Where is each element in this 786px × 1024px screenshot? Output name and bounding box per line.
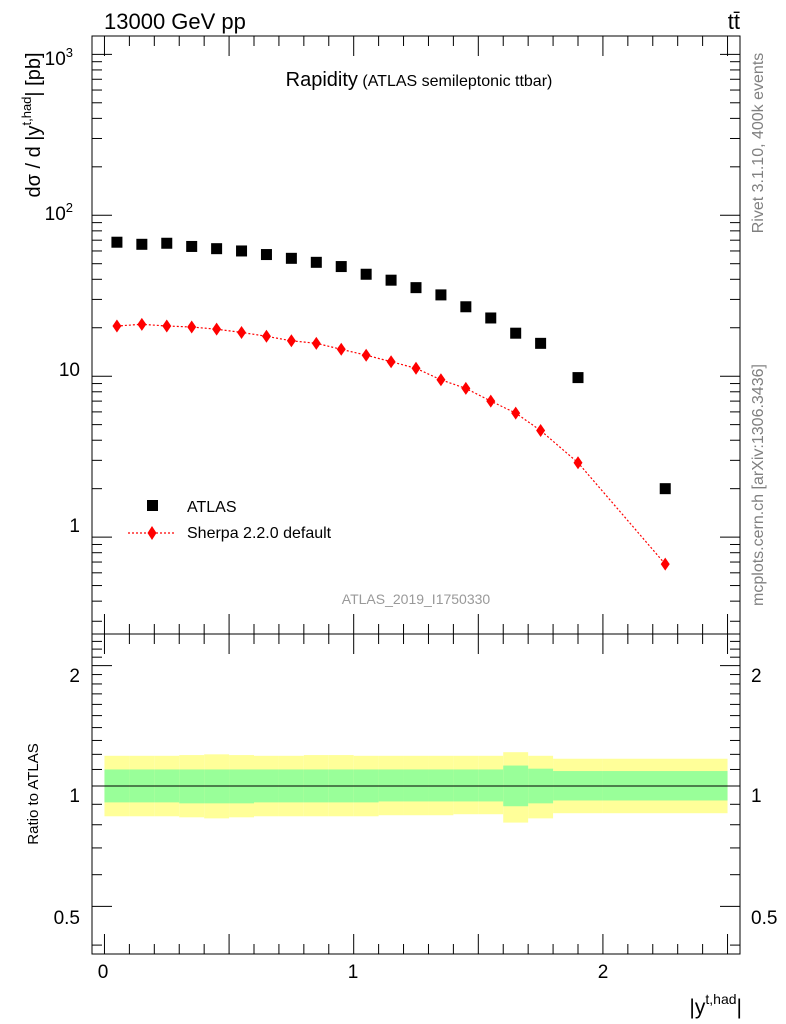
main-ytick-label: 103 [45, 45, 73, 70]
ratio-ytick-label-right: 1 [751, 786, 762, 807]
ratio-ytick-label-right: 0.5 [751, 908, 777, 929]
atlas-point [485, 312, 497, 324]
legend-atlas-marker [147, 500, 158, 511]
main-ylabel: dσ / d |yt,had| [pb] [19, 52, 45, 197]
main-ylabel-suffix: | [pb] [23, 52, 45, 96]
sherpa-point [162, 319, 172, 333]
xtick-label: 2 [598, 962, 609, 983]
sherpa-point [286, 334, 296, 348]
main-plot-marks [111, 236, 671, 571]
sherpa-line [116, 323, 666, 565]
ratio-ytick-label: 0.5 [54, 908, 80, 929]
sherpa-point [261, 329, 271, 343]
sherpa-point [461, 381, 471, 395]
sherpa-point [336, 342, 346, 356]
atlas-point [211, 243, 223, 255]
atlas-point [460, 301, 472, 313]
main-plot-ticks [92, 36, 740, 634]
sherpa-point [660, 557, 670, 571]
main-ytick-label: 1 [69, 516, 80, 537]
sherpa-point [137, 317, 147, 331]
rivet-label: Rivet 3.1.10, 400k events [750, 53, 767, 234]
legend-sherpa-marker [147, 526, 157, 540]
legend-sherpa-label: Sherpa 2.2.0 default [187, 525, 332, 542]
legend: ATLAS Sherpa 2.2.0 default [128, 499, 332, 542]
atlas-point [136, 238, 148, 250]
sherpa-point [536, 423, 546, 437]
xtick-label: 1 [348, 962, 359, 983]
sherpa-point [573, 456, 583, 470]
ratio-ytick-label: 1 [69, 786, 80, 807]
xaxis-label-end: | [737, 996, 742, 1019]
ratio-plot: Ratio to ATLAS 0.5 1 2 0.5 1 2 0 1 2 |yt… [25, 633, 777, 1019]
main-ylabel-prefix: dσ / d |y [23, 126, 45, 198]
analysis-id: ATLAS_2019_I1750330 [342, 591, 491, 607]
atlas-point [360, 268, 372, 280]
sherpa-point [361, 348, 371, 362]
legend-atlas-label: ATLAS [187, 499, 237, 516]
sherpa-point [311, 336, 321, 350]
band-inner-bin [403, 769, 429, 802]
atlas-point [310, 256, 322, 268]
xaxis-label-sup: t,had [705, 991, 736, 1007]
sherpa-point [386, 355, 396, 369]
atlas-point [111, 236, 123, 248]
main-plot-frame [91, 35, 741, 635]
band-inner-bin [453, 769, 479, 802]
atlas-point [161, 237, 173, 249]
atlas-point [572, 372, 584, 384]
sherpa-point [237, 325, 247, 339]
main-ylabel-sup: t,had [19, 97, 34, 126]
main-ytick-label: 10 [59, 360, 80, 381]
sherpa-point [212, 322, 222, 336]
sherpa-point [112, 319, 122, 333]
plot-title: Rapidity (ATLAS semileptonic ttbar) [286, 69, 553, 91]
atlas-point [410, 282, 422, 294]
band-inner-bin [428, 769, 454, 802]
sherpa-point [187, 320, 197, 334]
atlas-point [335, 261, 347, 273]
ratio-plot-marks [104, 752, 728, 823]
ratio-plot-frame [91, 633, 741, 955]
xaxis-label-base: |y [689, 996, 705, 1019]
atlas-point [385, 274, 397, 286]
band-inner-bin [478, 769, 504, 802]
atlas-point [435, 289, 447, 301]
main-plot: Rapidity (ATLAS semileptonic ttbar) ATLA… [19, 35, 741, 635]
plot-title-main: Rapidity [286, 69, 358, 91]
atlas-point [659, 483, 671, 495]
band-inner-bin [378, 769, 404, 802]
atlas-point [535, 337, 547, 349]
mcplots-label: mcplots.cern.ch [arXiv:1306.3436] [750, 364, 767, 606]
ratio-ylabel: Ratio to ATLAS [25, 743, 42, 844]
sherpa-point [436, 373, 446, 387]
header-right: tt̄ [728, 9, 740, 34]
ratio-ytick-label: 2 [69, 666, 80, 687]
main-ytick-label: 102 [45, 200, 73, 225]
plot-title-sub: (ATLAS semileptonic ttbar) [362, 73, 552, 90]
xaxis-label: |yt,had| [689, 991, 742, 1019]
atlas-point [236, 245, 248, 257]
atlas-point [510, 327, 522, 339]
header-left: 13000 GeV pp [104, 9, 246, 34]
sherpa-point [511, 406, 521, 420]
atlas-point [186, 240, 198, 252]
ratio-plot-ticks [92, 634, 740, 954]
sherpa-point [486, 394, 496, 408]
xtick-label: 0 [98, 962, 109, 983]
ratio-ytick-label-right: 2 [751, 666, 762, 687]
atlas-point [260, 249, 272, 261]
atlas-point [285, 252, 297, 264]
sherpa-point [411, 361, 421, 375]
